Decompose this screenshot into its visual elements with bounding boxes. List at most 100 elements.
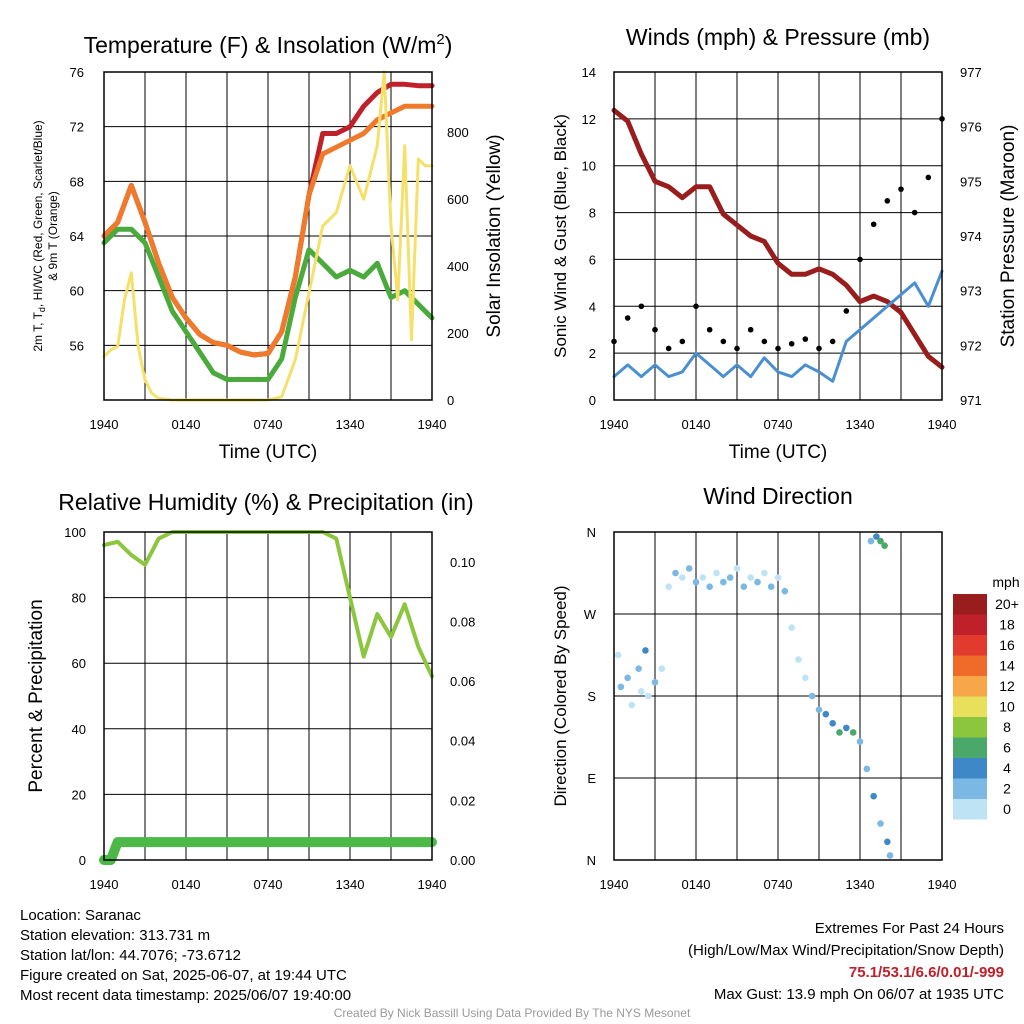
- wind-x-tick-label: 1940: [600, 417, 629, 432]
- dir-point: [815, 706, 823, 713]
- temp-y2-tick-label: 200: [447, 326, 469, 341]
- temp-x-tick-label: 1340: [336, 417, 365, 432]
- temp-x-tick-label: 0140: [172, 417, 201, 432]
- wind-gust-point: [775, 345, 781, 352]
- dir-point: [726, 574, 734, 581]
- dir-y-tick-label: N: [587, 853, 596, 868]
- rh-y-tick-label: 20: [72, 787, 86, 802]
- wind-frame: [613, 71, 943, 401]
- dir-legend-label: 16: [999, 637, 1015, 653]
- rh-y2-tick-label: 0.02: [450, 793, 475, 808]
- dir-point: [856, 738, 864, 745]
- wind-y2-tick-label: 972: [960, 338, 982, 353]
- temp-x-tick-label: 0740: [254, 417, 283, 432]
- dir-point: [795, 656, 802, 663]
- temp-y2-tick-label: 400: [447, 259, 469, 274]
- temp-frame: [103, 71, 433, 401]
- wind-gust-point: [652, 326, 658, 333]
- wind-gust-point: [843, 308, 850, 314]
- dir-point: [733, 565, 741, 572]
- dir-point: [754, 578, 761, 586]
- wind-gust-point: [898, 186, 904, 192]
- dir-legend-label: 4: [1003, 760, 1011, 776]
- wind-gust-point: [816, 345, 822, 352]
- dir-point: [628, 701, 636, 709]
- dir-y-tick-label: N: [587, 525, 596, 540]
- temp-x-tick-label: 1940: [418, 417, 447, 432]
- dir-point: [642, 647, 649, 654]
- rh-y2-tick-label: 0.00: [450, 853, 475, 868]
- dir-point: [829, 720, 836, 727]
- rh-ylabel: Percent & Precipitation: [26, 599, 47, 792]
- temp-y2label: Solar Insolation (Yellow): [484, 134, 505, 337]
- wind-gust-point: [870, 221, 877, 228]
- wind-xlabel: Time (UTC): [729, 442, 828, 463]
- wind-gust-point: [720, 338, 727, 345]
- max-gust-text: Max Gust: 13.9 mph On 06/07 at 1935 UTC: [713, 986, 1004, 1003]
- dir-frame: [613, 531, 943, 861]
- wind-y-tick-label: 8: [589, 206, 596, 221]
- wind-series-line: [611, 107, 945, 370]
- dir-point: [836, 729, 843, 736]
- extremes-values: 75.1/53.1/6.6/0.01/-999: [848, 964, 1004, 981]
- created-text: Figure created on Sat, 2025-06-07, at 19…: [20, 967, 347, 984]
- dir-point: [849, 729, 857, 736]
- wind-series-line: [612, 269, 944, 383]
- dir-point: [808, 692, 816, 700]
- wind-ylabel: Sonic Wind & Gust (Blue, Black): [551, 114, 570, 358]
- credit-text: Created By Nick Bassill Using Data Provi…: [333, 1006, 691, 1020]
- dir-point: [740, 583, 748, 590]
- wind-gust-point: [911, 209, 918, 216]
- temp-x-tick-label: 1940: [90, 417, 119, 432]
- temp-y-tick-label: 68: [70, 174, 84, 189]
- wind-y2-tick-label: 973: [960, 284, 982, 299]
- rh-y-tick-label: 60: [72, 656, 86, 671]
- dir-point: [692, 578, 700, 586]
- dir-legend-swatch: [953, 594, 987, 615]
- dir-point: [679, 574, 686, 581]
- dir-legend-swatch: [953, 614, 987, 635]
- dir-legend-swatch: [953, 717, 987, 738]
- dir-point: [624, 674, 631, 682]
- rh-x-tick-label: 0140: [172, 877, 201, 892]
- dir-legend-swatch: [953, 635, 987, 656]
- dir-point: [877, 820, 884, 827]
- rh-y2-tick-label: 0.04: [450, 734, 475, 749]
- wind-gust-point: [857, 256, 863, 263]
- wind-gust-point: [693, 303, 699, 310]
- temp-y-tick-label: 76: [70, 65, 84, 80]
- temp-y2-tick-label: 600: [447, 192, 469, 207]
- rh-y2-tick-label: 0.08: [450, 614, 475, 629]
- dir-legend-label: 10: [999, 699, 1015, 715]
- dir-title: Wind Direction: [703, 483, 853, 509]
- wind-y-tick-label: 6: [589, 252, 596, 267]
- dir-x-tick-label: 1340: [846, 877, 875, 892]
- dir-legend-swatch: [953, 655, 987, 676]
- dir-legend-swatch: [953, 799, 987, 820]
- dir-legend-label: 12: [999, 678, 1015, 694]
- temp-series-line: [101, 226, 435, 382]
- dir-legend-label: 20+: [995, 596, 1019, 612]
- temp-title: Temperature (F) & Insolation (W/m2): [84, 31, 453, 58]
- dir-point: [781, 587, 789, 595]
- rh-frame: [103, 531, 433, 861]
- wind-gust-point: [829, 338, 836, 345]
- extremes-info: Extremes For Past 24 Hours (High/Low/Max…: [688, 918, 1004, 1006]
- wind-x-tick-label: 1940: [928, 417, 957, 432]
- dir-legend-swatch: [953, 778, 987, 799]
- wind-gust-point: [638, 303, 645, 310]
- wind-y2-tick-label: 977: [960, 65, 982, 80]
- wind-y-tick-label: 14: [582, 65, 596, 80]
- rh-y-tick-label: 100: [64, 525, 86, 540]
- dir-legend-swatch: [953, 696, 987, 717]
- dir-legend-title: mph: [992, 574, 1019, 590]
- extremes-title: Extremes For Past 24 Hours: [814, 920, 1004, 937]
- dir-point: [788, 624, 795, 631]
- dir-point: [873, 533, 880, 540]
- rh-y-tick-label: 40: [72, 722, 86, 737]
- dir-point: [767, 583, 775, 590]
- rh-y-tick-label: 80: [72, 591, 86, 606]
- wind-y-tick-label: 4: [589, 299, 596, 314]
- dir-x-tick-label: 1940: [928, 877, 957, 892]
- wind-y-tick-label: 10: [582, 159, 596, 174]
